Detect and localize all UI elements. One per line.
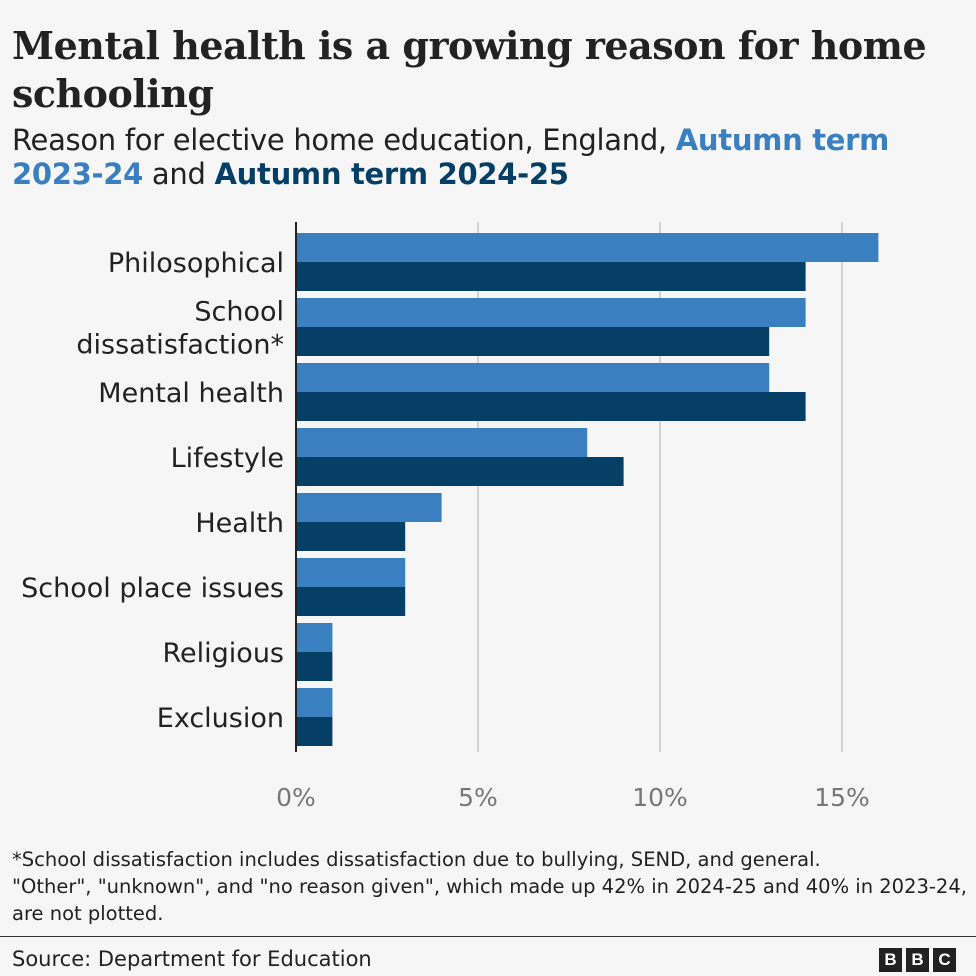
bar-series1 <box>296 233 879 262</box>
bar-series2 <box>296 457 624 486</box>
x-tick-label: 10% <box>632 783 688 812</box>
bar-series1 <box>296 688 333 717</box>
bar-series2 <box>296 717 333 746</box>
chart-title: Mental health is a growing reason for ho… <box>12 23 927 116</box>
subtitle-series1: Autumn term 2023-24 <box>12 123 890 191</box>
bar-series1 <box>296 558 406 587</box>
bbc-logo-letter: C <box>933 948 956 972</box>
bbc-logo-letter: B <box>906 948 929 972</box>
footer-divider <box>0 936 976 937</box>
category-label: Religious <box>163 638 285 669</box>
bar-series2 <box>296 327 770 356</box>
category-label: Mental health <box>98 378 284 409</box>
bar-series2 <box>296 262 806 291</box>
bar-series1 <box>296 493 442 522</box>
subtitle-prefix: Reason for elective home education, Engl… <box>12 123 676 157</box>
category-label: School place issues <box>21 573 284 604</box>
footnote-line-1: *School dissatisfaction includes dissati… <box>12 848 821 871</box>
bbc-logo-letter: B <box>879 948 902 972</box>
footnote-line-2: "Other", "unknown", and "no reason given… <box>12 875 967 925</box>
category-label: Lifestyle <box>171 443 284 474</box>
bar-series2 <box>296 392 806 421</box>
x-tick-label: 5% <box>458 783 498 812</box>
x-tick-label: 15% <box>814 783 870 812</box>
bar-series1 <box>296 428 588 457</box>
category-label: Health <box>195 508 284 539</box>
bar-chart: 0% 5% 10% 15% Philosophical Schooldissatisfac… <box>21 222 879 812</box>
bbc-logo: B B C <box>879 948 956 972</box>
bar-series2 <box>296 522 406 551</box>
bar-series1 <box>296 363 770 392</box>
category-label: dissatisfaction* <box>76 330 284 361</box>
footnote: *School dissatisfaction includes dissati… <box>12 846 967 927</box>
bar-series2 <box>296 652 333 681</box>
category-label: Exclusion <box>157 703 284 734</box>
subtitle-series2: Autumn term 2024-25 <box>214 157 569 191</box>
x-tick-label: 0% <box>276 783 316 812</box>
category-label: Philosophical <box>108 248 284 279</box>
bar-series1 <box>296 623 333 652</box>
bar-series2 <box>296 587 406 616</box>
subtitle-connector: and <box>143 157 215 191</box>
category-label: School <box>194 297 284 328</box>
source-text: Source: Department for Education <box>12 947 372 971</box>
bar-series1 <box>296 298 806 327</box>
chart-subtitle: Reason for elective home education, Engl… <box>12 123 962 191</box>
